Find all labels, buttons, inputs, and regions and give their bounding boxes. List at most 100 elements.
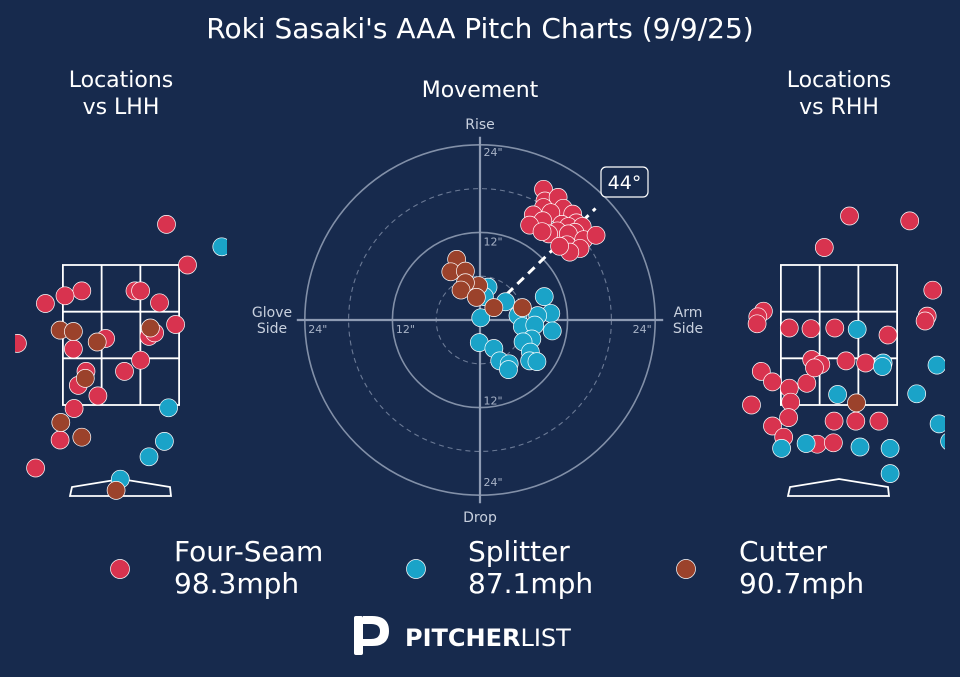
lhh-point-four-seam: [166, 315, 185, 334]
rhh-point-four-seam: [763, 372, 782, 392]
lhh-point-splitter: [155, 432, 174, 451]
rhh-point-splitter: [847, 320, 867, 339]
rhh-panel: [742, 206, 945, 497]
lhh-point-cutter: [87, 332, 107, 352]
rhh-point-four-seam: [747, 314, 767, 334]
arm-angle-line: [494, 207, 597, 306]
arm-angle-label: 44°: [608, 172, 642, 194]
legend-item-splitter: Splitter 87.1mph: [406, 535, 593, 600]
rhh-point-four-seam: [878, 325, 898, 345]
lhh-point-splitter: [159, 398, 178, 418]
movement-grid: 24" 12" 12" 24" 24" 12" 24": [296, 136, 664, 504]
movement-label-rise: Rise: [465, 117, 495, 133]
legend-item-cutter: Cutter 90.7mph: [676, 535, 864, 600]
rhh-point-splitter: [772, 439, 791, 458]
lhh-point-four-seam: [178, 255, 197, 275]
rhh-pitch-points: [742, 206, 945, 483]
rhh-point-four-seam: [915, 311, 935, 331]
movement-point-cutter: [451, 280, 471, 300]
legend-marker-cutter: [676, 559, 696, 579]
rhh-point-splitter: [880, 464, 900, 483]
lhh-point-four-seam: [36, 294, 55, 313]
rhh-point-four-seam: [900, 211, 920, 231]
logo-text-light: LIST: [520, 624, 571, 652]
rhh-point-four-seam: [825, 318, 845, 338]
movement-point-cutter: [512, 298, 532, 317]
legend-speed-four-seam: 98.3mph: [174, 567, 299, 600]
rhh-point-splitter: [828, 385, 847, 404]
rhh-point-four-seam: [742, 395, 761, 415]
lhh-point-four-seam: [131, 281, 150, 301]
movement-ring-label: 24": [633, 323, 652, 336]
lhh-pitch-points: [15, 215, 227, 500]
movement-ring-label: 24": [483, 146, 502, 159]
rhh-point-four-seam: [923, 280, 943, 300]
rhh-point-four-seam: [814, 238, 834, 257]
movement-point-splitter: [527, 352, 547, 371]
rhh-point-splitter: [907, 384, 927, 404]
lhh-point-cutter: [72, 427, 92, 447]
lhh-point-four-seam: [115, 362, 134, 381]
movement-label-glove-side: Glove Side: [252, 305, 292, 337]
movement-ring-label: 12": [483, 235, 502, 248]
rhh-point-splitter: [940, 433, 945, 450]
legend-speed-cutter: 90.7mph: [739, 567, 864, 600]
rhh-point-cutter: [847, 393, 866, 413]
lhh-point-cutter: [106, 481, 126, 500]
lhh-point-four-seam: [150, 293, 169, 313]
legend: Four-Seam 98.3mph Splitter 87.1mph Cutte…: [110, 535, 864, 600]
rhh-point-four-seam: [801, 319, 821, 339]
rhh-point-splitter: [796, 434, 816, 453]
rhh-point-four-seam: [824, 433, 843, 453]
movement-point-four-seam: [532, 222, 552, 242]
lhh-point-four-seam: [64, 339, 83, 359]
movement-point-four-seam: [550, 236, 569, 256]
rhh-point-splitter: [880, 439, 900, 458]
lhh-point-four-seam: [26, 458, 45, 478]
lhh-point-cutter: [51, 413, 71, 432]
legend-marker-splitter: [406, 559, 426, 579]
movement-point-cutter: [484, 298, 504, 317]
legend-item-four-seam: Four-Seam 98.3mph: [110, 535, 323, 600]
lhh-point-splitter: [139, 447, 159, 467]
movement-label-drop: Drop: [463, 510, 497, 526]
lhh-panel: [15, 215, 227, 500]
arm-angle-badge: 44°: [600, 166, 649, 198]
pitcherlist-logo-icon: [354, 616, 389, 655]
rhh-point-splitter: [850, 437, 870, 457]
movement-ring-label: 12": [483, 395, 502, 408]
movement-point-splitter: [542, 321, 562, 341]
rhh-point-four-seam: [869, 411, 889, 431]
rhh-point-splitter: [927, 355, 945, 375]
lhh-point-cutter: [64, 322, 83, 341]
lhh-point-four-seam: [72, 281, 92, 301]
rhh-point-four-seam: [846, 411, 866, 431]
pitcherlist-logo: PITCHERLIST: [354, 616, 571, 655]
lhh-point-four-seam: [157, 215, 176, 234]
lhh-title: Locations vs LHH: [69, 68, 174, 120]
legend-label-cutter: Cutter: [739, 535, 827, 568]
rhh-point-four-seam: [805, 358, 824, 378]
rhh-point-splitter: [873, 357, 892, 376]
movement-point-cutter: [467, 288, 486, 307]
movement-ring-label: 12": [396, 323, 415, 336]
movement-point-splitter: [471, 308, 491, 328]
rhh-point-four-seam: [824, 411, 844, 431]
rhh-point-four-seam: [856, 353, 875, 373]
lhh-point-splitter: [212, 237, 227, 257]
logo-text-bold: PITCHER: [405, 624, 520, 652]
rhh-point-splitter: [929, 414, 945, 434]
rhh-home-plate: [786, 478, 891, 497]
movement-panel: 24" 12" 12" 24" 24" 12" 24" Rise Drop Glove Sid…: [252, 117, 703, 526]
rhh-point-four-seam: [797, 373, 817, 393]
movement-ring-label: 24": [308, 323, 327, 336]
movement-pitch-points: [441, 179, 606, 379]
movement-title: Movement: [422, 78, 539, 103]
lhh-point-four-seam: [64, 399, 84, 418]
legend-label-splitter: Splitter: [468, 535, 570, 568]
rhh-point-four-seam: [836, 351, 856, 371]
lhh-point-four-seam: [88, 386, 108, 406]
movement-label-arm-side: Arm Side: [673, 305, 703, 337]
lhh-point-four-seam: [15, 334, 27, 353]
